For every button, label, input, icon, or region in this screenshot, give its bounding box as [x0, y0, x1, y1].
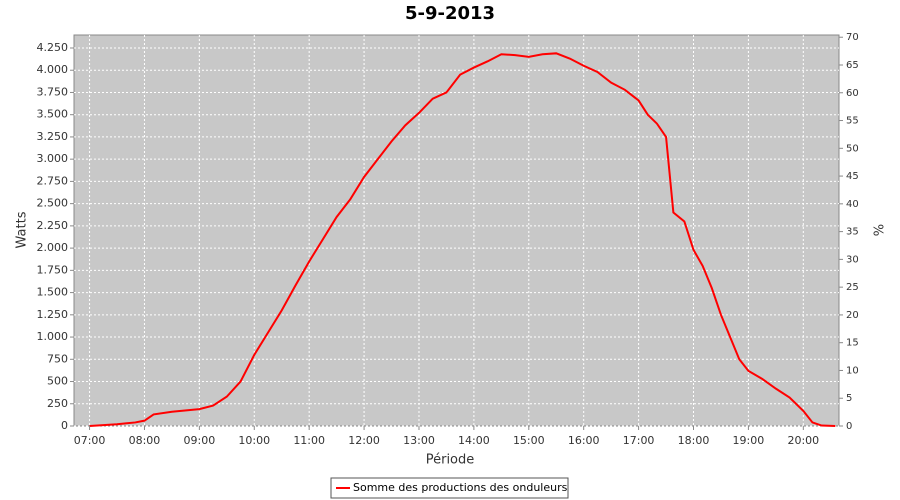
- y2-axis-label: %: [873, 224, 888, 236]
- y-tick-label: 3.500: [37, 108, 69, 121]
- x-tick-label: 17:00: [623, 434, 655, 447]
- y2-tick-label: 10: [846, 365, 859, 376]
- x-tick-label: 12:00: [348, 434, 380, 447]
- y2-tick-label: 0: [846, 421, 852, 432]
- y2-tick-label: 70: [846, 32, 859, 43]
- y-tick-label: 750: [47, 352, 68, 365]
- y-tick-label: 500: [47, 375, 68, 388]
- x-tick-label: 20:00: [787, 434, 819, 447]
- y2-tick-label: 65: [846, 60, 859, 71]
- y2-tick-label: 15: [846, 338, 859, 349]
- y-tick-label: 4.250: [37, 41, 69, 54]
- y2-tick-label: 20: [846, 310, 859, 321]
- y2-tick-label: 60: [846, 88, 859, 99]
- y-tick-label: 0: [61, 419, 68, 432]
- y2-tick-label: 35: [846, 227, 859, 238]
- y2-tick-label: 50: [846, 143, 859, 154]
- y-tick-label: 3.000: [37, 152, 69, 165]
- x-tick-label: 09:00: [184, 434, 216, 447]
- y2-tick-label: 55: [846, 116, 859, 127]
- y2-tick-label: 5: [846, 393, 852, 404]
- x-tick-label: 13:00: [403, 434, 435, 447]
- x-tick-label: 10:00: [238, 434, 270, 447]
- grid: [74, 35, 839, 427]
- x-tick-label: 18:00: [678, 434, 710, 447]
- y2-tick-label: 45: [846, 171, 859, 182]
- y-tick-label: 1.250: [37, 308, 69, 321]
- chart-title: 5-9-2013: [405, 3, 495, 24]
- y-axis-label: Watts: [15, 211, 30, 248]
- legend-label: Somme des productions des onduleurs: [353, 481, 568, 494]
- y-tick-label: 1.750: [37, 263, 69, 276]
- x-tick-label: 16:00: [568, 434, 600, 447]
- y-tick-label: 250: [47, 397, 68, 410]
- y-tick-label: 1.000: [37, 330, 69, 343]
- line: [89, 52, 836, 427]
- y-tick-label: 2.250: [37, 219, 69, 232]
- marks: [89, 52, 836, 427]
- x-tick-label: 08:00: [129, 434, 161, 447]
- y-tick-label: 3.750: [37, 85, 69, 98]
- y2-tick-label: 30: [846, 254, 859, 265]
- y-tick-label: 1.500: [37, 286, 69, 299]
- x-tick-label: 15:00: [513, 434, 545, 447]
- y-tick-label: 2.500: [37, 197, 69, 210]
- legend-box: [330, 477, 569, 499]
- y2-tick-label: 40: [846, 199, 859, 210]
- y-tick-label: 4.000: [37, 63, 69, 76]
- y2-tick-label: 25: [846, 282, 859, 293]
- x-tick-label: 19:00: [733, 434, 765, 447]
- x-axis-label: Période: [426, 453, 475, 468]
- x-tick-label: 07:00: [74, 434, 106, 447]
- x-tick-label: 11:00: [293, 434, 325, 447]
- y-tick-label: 2.000: [37, 241, 69, 254]
- y-tick-label: 3.250: [37, 130, 69, 143]
- plot-area: [73, 34, 840, 427]
- y-tick-label: 2.750: [37, 174, 69, 187]
- x-tick-label: 14:00: [458, 434, 490, 447]
